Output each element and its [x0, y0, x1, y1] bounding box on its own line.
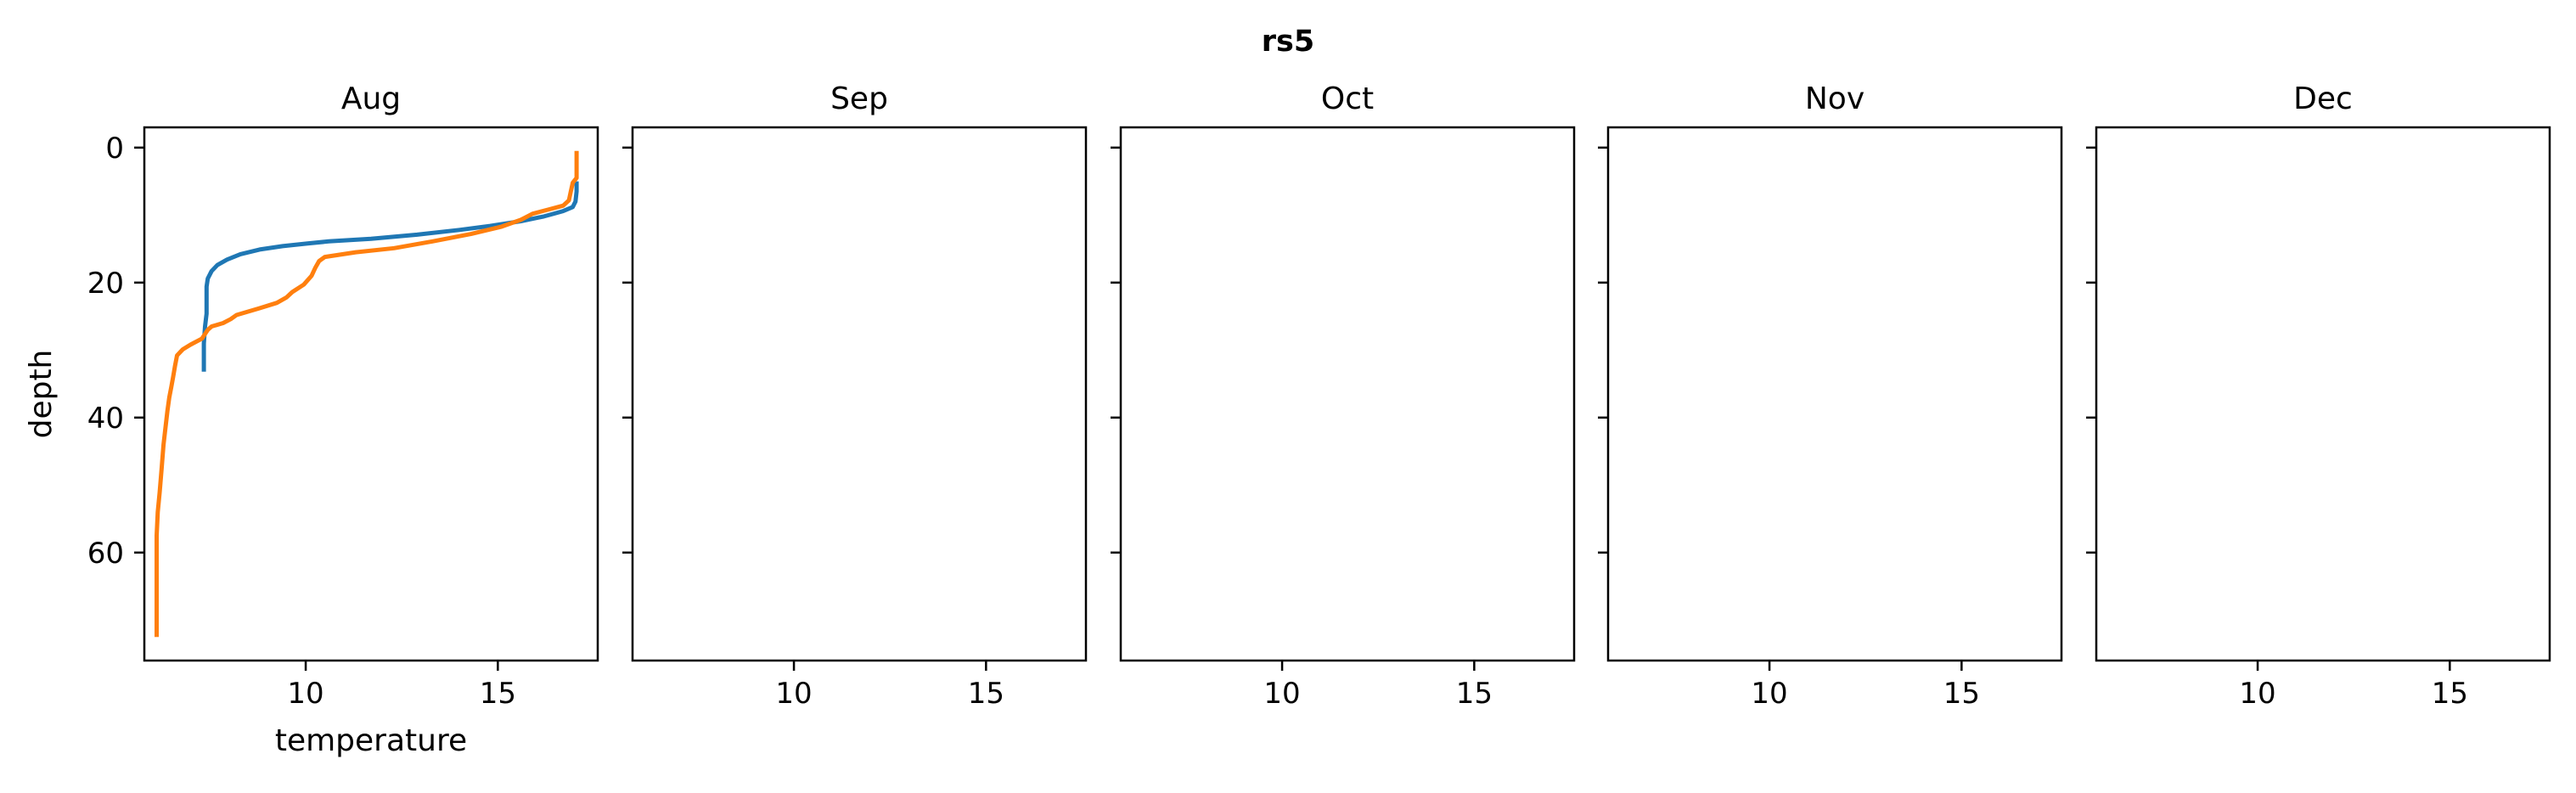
- x-tick-label: 10: [775, 677, 812, 711]
- figure-title: rs5: [1262, 25, 1314, 59]
- subplot-nov: Nov 10 15: [1598, 82, 2063, 711]
- y-tick-label: 60: [87, 537, 124, 571]
- subplot-title: Sep: [830, 82, 888, 116]
- subplot-oct: Oct 10 15: [1111, 82, 1576, 711]
- y-tick-label: 20: [87, 267, 124, 301]
- axes-frame: [1606, 126, 2063, 662]
- axes-frame: [2095, 126, 2551, 662]
- x-tick-label: 15: [480, 677, 516, 711]
- axes-frame: [143, 126, 599, 662]
- subplot-aug: Aug 0 20 40 60 10 15 temperature depth: [24, 82, 599, 758]
- x-tick-label: 10: [1263, 677, 1300, 711]
- x-tick-label: 15: [2432, 677, 2468, 711]
- x-tick-label: 15: [1456, 677, 1493, 711]
- x-tick-label: 10: [287, 677, 323, 711]
- axes-frame: [1119, 126, 1576, 662]
- subplot-title: Oct: [1321, 82, 1374, 116]
- x-tick-label: 10: [2239, 677, 2275, 711]
- y-axis-label: depth: [24, 350, 59, 439]
- x-axis-label: temperature: [275, 723, 467, 758]
- subplot-sep: Sep 10 15: [622, 82, 1088, 711]
- subplot-dec: Dec 10 15: [2086, 82, 2551, 711]
- x-tick-label: 15: [1943, 677, 1980, 711]
- subplot-title: Nov: [1805, 82, 1865, 116]
- y-tick-label: 40: [87, 402, 124, 436]
- series-line-1: [201, 181, 579, 372]
- x-tick-label: 10: [1751, 677, 1787, 711]
- subplot-title: Aug: [341, 82, 401, 116]
- subplot-title: Dec: [2293, 82, 2353, 116]
- y-tick-label: 0: [105, 132, 124, 166]
- axes-frame: [631, 126, 1088, 662]
- series-line-2: [155, 150, 579, 638]
- x-tick-label: 15: [968, 677, 1004, 711]
